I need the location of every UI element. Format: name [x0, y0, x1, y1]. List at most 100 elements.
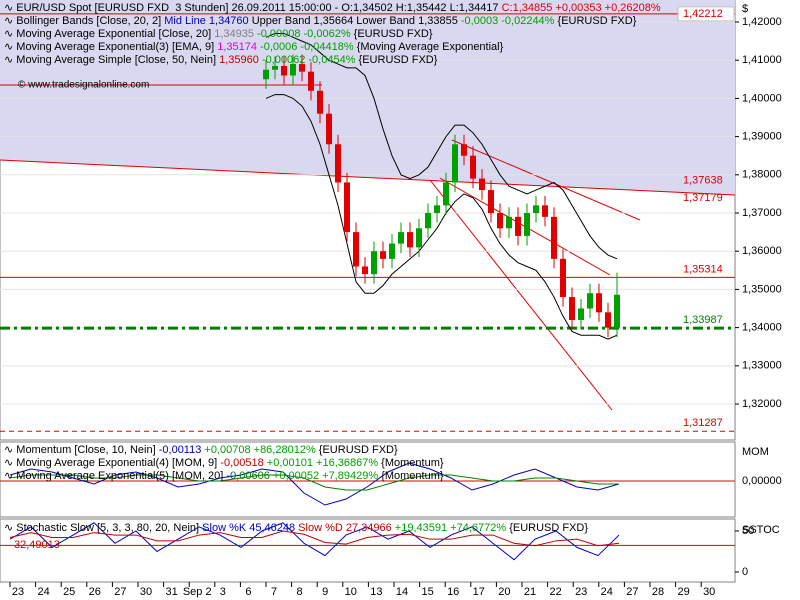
stochastic-level-label: 32,49013 [14, 539, 60, 551]
legend-text: Moving Average Exponential(5) [MOM, 20] [16, 470, 227, 482]
legend-text: -0,00062 -0,0454% [258, 54, 356, 66]
legend-text: Moving Average Exponential(3) [EMA, 9] [16, 41, 218, 53]
legend-text: -0,0006 -0,04418% [257, 41, 354, 53]
date-label: 3 [220, 586, 226, 598]
stochastic-tick-label: 50 [742, 525, 754, 537]
candle-body [569, 297, 575, 320]
level-label: 1,37179 [683, 192, 723, 204]
date-label: 31 [165, 586, 177, 598]
legend-text: Moving Average Simple [Close, 50, Nein] [16, 54, 220, 66]
legend-text: {Momentum} [378, 470, 444, 482]
date-label: 10 [345, 586, 357, 598]
candle-body [398, 232, 404, 244]
date-label: 6 [245, 586, 251, 598]
legend-text: 1,34935 [214, 28, 254, 40]
candle-body [425, 213, 431, 229]
momentum-axis-label: MOM [742, 446, 769, 458]
level-label: 1,35314 [683, 263, 723, 275]
date-label: 24 [37, 586, 49, 598]
legend-line: EUR/USD Spot [EURUSD FXD 3 Stunden] 26.0… [4, 2, 661, 15]
candle-body [497, 213, 503, 229]
candle-body [587, 293, 593, 309]
date-label: 22 [549, 586, 561, 598]
candle-body [452, 144, 458, 183]
legend-text: +19,43591 +74,6772% [391, 522, 507, 534]
date-label: 27 [114, 586, 126, 598]
legend-line: Bollinger Bands [Close, 20, 2] Mid Line … [4, 15, 661, 28]
trend-line [451, 139, 641, 221]
candle-body [479, 178, 485, 191]
candle-body [542, 205, 548, 217]
candle-body [335, 144, 341, 183]
legend-text: {EURUSD FXD} [506, 522, 589, 534]
legend-text: Moving Average Exponential(4) [MOM, 9] [16, 457, 221, 469]
candle-body [560, 258, 566, 298]
date-label: 7 [271, 586, 277, 598]
legend-text: Stochastic Slow [5, 3, 3, 80, 20, Nein] [16, 522, 203, 534]
candle-body [380, 251, 386, 259]
legend-text: Slow %K 45,46248 [202, 522, 296, 534]
date-label: 29 [677, 586, 689, 598]
legend-line: Momentum [Close, 10, Nein] -0,00113 +0,0… [4, 444, 444, 457]
date-label: 26 [89, 586, 101, 598]
level-label: 1,31287 [683, 417, 723, 429]
legend-line: Moving Average Exponential(3) [EMA, 9] 1… [4, 41, 661, 54]
candle-body [317, 90, 323, 114]
candle-body [299, 64, 305, 72]
candle-body [461, 144, 467, 156]
candle-body [524, 213, 530, 236]
legend-line: Moving Average Exponential(4) [MOM, 9] -… [4, 457, 443, 470]
candle-body [443, 182, 449, 206]
legend-text: Momentum [Close, 10, Nein] [16, 444, 159, 456]
stochastic-axis-label: SSTOC [742, 524, 780, 536]
price-tick-label: 1,39000 [742, 131, 782, 143]
date-label: 23 [575, 586, 587, 598]
legend-text: Slow %D 27,34966 [295, 522, 392, 534]
legend-text: Mid Line 1,34760 [164, 15, 249, 27]
legend-text: 1,35960 [219, 54, 259, 66]
candle-body [515, 216, 521, 236]
level-label: 1,42212 [683, 8, 723, 20]
legend-text: Bollinger Bands [Close, 20, 2] [16, 15, 165, 27]
level-label: 1,33987 [683, 314, 723, 326]
price-axis-label: $ [742, 3, 748, 15]
legend-text: C:1,34855 +0,00353 +0,26208% [501, 2, 661, 14]
candle-body [434, 205, 440, 214]
date-label: 28 [652, 586, 664, 598]
candle-body [272, 65, 278, 70]
level-label: 1,37638 [683, 175, 723, 187]
bollinger-band [265, 94, 618, 340]
legend-line: Stochastic Slow [5, 3, 3, 80, 20, Nein] … [4, 522, 588, 535]
candle-body [506, 216, 512, 229]
stochastic-line [9, 522, 620, 561]
legend-text: +0,00708 +86,28012% [201, 444, 316, 456]
candle-body [416, 228, 422, 248]
legend-text: Moving Average Exponential [Close, 20] [16, 28, 215, 40]
trend-line [0, 159, 736, 196]
date-label: 8 [297, 586, 303, 598]
legend-text: -0,00606 [226, 470, 270, 482]
date-label: 14 [396, 586, 408, 598]
price-tick-label: 1,37000 [742, 207, 782, 219]
date-label: 30 [703, 586, 715, 598]
legend-text: EUR/USD Spot [EURUSD FXD 3 Stunden] 26.0… [16, 2, 502, 14]
stochastic-legend: Stochastic Slow [5, 3, 3, 80, 20, Nein] … [4, 522, 588, 535]
legend-text: -0,00008 -0,0062% [253, 28, 351, 40]
candle-body [578, 308, 584, 320]
date-label: 17 [473, 586, 485, 598]
price-tick-label: 1,33000 [742, 360, 782, 372]
candle-body [344, 182, 350, 233]
header-legend: EUR/USD Spot [EURUSD FXD 3 Stunden] 26.0… [4, 2, 661, 67]
candle-body [596, 293, 602, 313]
price-tick-label: 1,41000 [742, 54, 782, 66]
date-label: 27 [626, 586, 638, 598]
legend-text: -0,00518 [220, 457, 264, 469]
price-tick-label: 1,34000 [742, 322, 782, 334]
date-label: 13 [370, 586, 382, 598]
date-label: 25 [63, 586, 75, 598]
legend-text: {EURUSD FXD} [315, 444, 398, 456]
price-tick-label: 1,38000 [742, 169, 782, 181]
legend-text: {EURUSD FXD} [355, 54, 438, 66]
